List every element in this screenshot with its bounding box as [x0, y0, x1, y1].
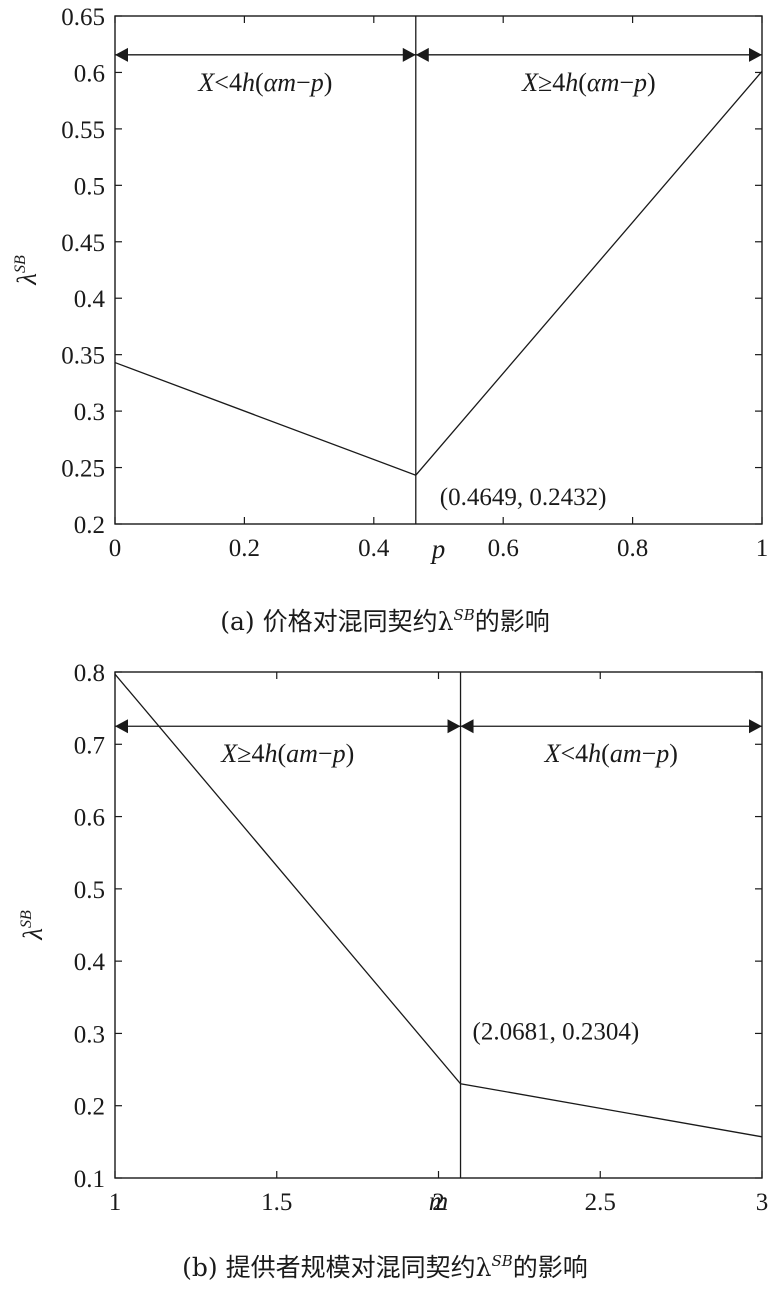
region-label-1: X<4h(αm−p) — [197, 68, 332, 97]
region-label-2: X<4h(am−p) — [544, 739, 678, 768]
x-axis-label: m — [429, 1186, 449, 1216]
y-tick-label: 0.1 — [74, 1166, 105, 1193]
x-tick-label: 0.8 — [617, 535, 648, 562]
y-tick-label: 0.3 — [74, 399, 105, 426]
series-line — [114, 70, 763, 476]
arrowhead — [115, 719, 128, 734]
y-tick-label: 0.6 — [74, 805, 105, 832]
y-tick-label: 0.25 — [61, 456, 105, 483]
arrowhead — [749, 719, 762, 734]
arrowhead — [402, 47, 416, 62]
arrowhead — [460, 719, 474, 734]
y-tick-label: 0.4 — [74, 286, 106, 313]
y-tick-label: 0.4 — [74, 949, 106, 976]
series-line — [114, 673, 763, 1138]
x-axis-label: p — [430, 534, 446, 564]
y-tick-label: 0.55 — [61, 117, 105, 144]
y-tick-label: 0.8 — [74, 660, 105, 687]
y-tick-label: 0.65 — [61, 4, 105, 31]
y-tick-label: 0.5 — [74, 877, 105, 904]
y-tick-label: 0.7 — [74, 732, 105, 759]
x-tick-label: 1.5 — [261, 1189, 292, 1216]
y-tick-label: 0.5 — [74, 173, 105, 200]
arrowhead — [749, 47, 762, 62]
region-label-1: X≥4h(am−p) — [220, 739, 354, 768]
y-tick-label: 0.6 — [74, 60, 105, 87]
x-tick-label: 1 — [109, 1189, 122, 1216]
chart-b: 1 1.5 2 2.5 3 0.1 0.2 0.3 0.4 0.5 0.6 0.7 0.8 m λSB X≥4… — [18, 660, 768, 1282]
x-tick-label: 1 — [756, 535, 769, 562]
y-tick-label: 0.45 — [61, 230, 105, 257]
y-tick-label: 0.35 — [61, 343, 105, 370]
x-tick-label: 0 — [109, 535, 122, 562]
x-tick-label: 2 — [432, 1189, 445, 1216]
figure-caption: (a) 价格对混同契约λSB的影响 — [220, 606, 550, 636]
figure-caption: (b) 提供者规模对混同契约λSB的影响 — [182, 1252, 588, 1282]
x-tick-label: 0.2 — [229, 535, 260, 562]
x-tick-label: 2.5 — [585, 1189, 616, 1216]
y-tick-label: 0.2 — [74, 1094, 105, 1121]
y-axis-label: λSB — [12, 255, 42, 286]
y-tick-label: 0.2 — [74, 512, 105, 539]
y-tick-label: 0.3 — [74, 1021, 105, 1048]
arrowhead — [415, 47, 429, 62]
plot-frame — [114, 15, 763, 525]
point-annotation: (0.4649, 0.2432) — [440, 484, 607, 511]
x-tick-label: 0.6 — [488, 535, 519, 562]
chart-a: 0 0.2 0.4 0.6 0.8 10.20.250.30.350.40.450.50.… — [12, 4, 768, 636]
region-label-2: X≥4h(αm−p) — [521, 68, 656, 97]
x-tick-label: 0.4 — [358, 535, 390, 562]
y-axis-label: λSB — [18, 910, 48, 941]
arrowhead — [115, 47, 128, 62]
x-tick-label: 3 — [756, 1189, 769, 1216]
arrowhead — [447, 719, 461, 734]
point-annotation: (2.0681, 0.2304) — [473, 1019, 640, 1046]
